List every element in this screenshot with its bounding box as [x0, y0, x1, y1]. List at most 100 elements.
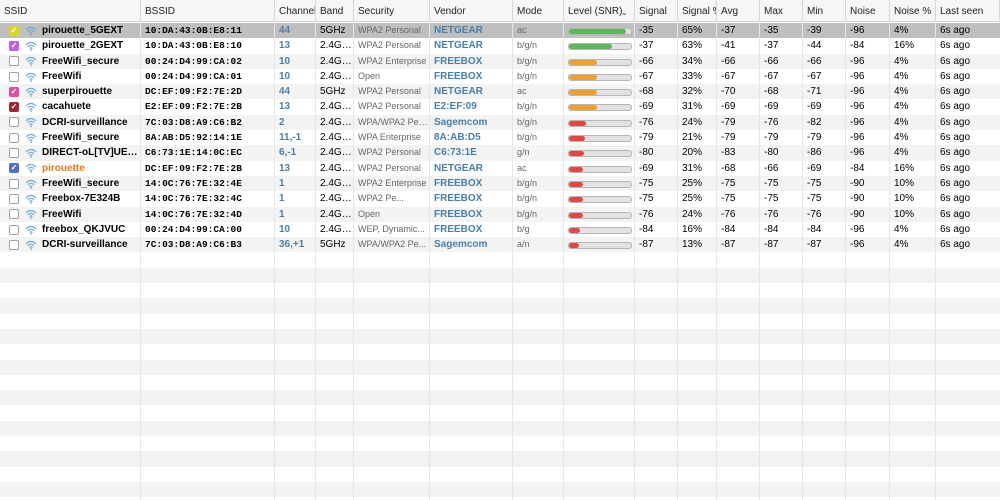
empty-row	[0, 420, 1000, 437]
table-row[interactable]: DIRECT-oL[TV]UE4... C6:73:1E:14:0C:EC 6,-1…	[0, 145, 1000, 161]
table-row[interactable]: ✓ pirouette_2GEXT 10:DA:43:0B:E8:10 13 2.4GH…	[0, 38, 1000, 54]
column-header-last-seen[interactable]: Last seen	[936, 0, 1000, 22]
column-header-vendor[interactable]: Vendor	[430, 0, 513, 22]
row-checkbox[interactable]	[9, 148, 19, 159]
noise-pct-cell: 10%	[894, 177, 915, 189]
column-header-signal[interactable]: Signal	[635, 0, 678, 22]
ssid-cell: ✓ superpirouette	[0, 84, 141, 99]
security-cell: WPA2 Personal	[358, 86, 421, 97]
bssid-cell: 8A:AB:D5:92:14:1E	[145, 132, 242, 144]
table-row[interactable]: ✓ pirouette_5GEXT 10:DA:43:0B:E8:11 44 5GHz W…	[0, 23, 1000, 39]
table-row[interactable]: DCRI-surveillance 7C:03:D8:A9:C6:B2 2 2.4GH…	[0, 114, 1000, 131]
max-cell: -75	[764, 193, 779, 205]
wifi-icon	[25, 194, 37, 204]
row-checkbox[interactable]: ✓	[9, 86, 19, 97]
column-divider[interactable]	[563, 22, 564, 500]
column-header-band[interactable]: Band	[316, 0, 354, 22]
column-divider[interactable]	[845, 22, 846, 500]
min-cell: -75	[807, 193, 822, 205]
column-header-ssid[interactable]: SSID	[0, 0, 141, 22]
row-checkbox[interactable]	[9, 224, 19, 235]
avg-cell: -87	[721, 239, 736, 251]
column-divider[interactable]	[677, 22, 678, 500]
bssid-cell: 7C:03:D8:A9:C6:B3	[145, 239, 242, 251]
last-seen-cell: 6s ago	[940, 70, 971, 82]
column-header-min[interactable]: Min	[803, 0, 846, 22]
security-cell: WPA2 Personal	[358, 25, 421, 35]
table-row[interactable]: ✓ superpirouette DC:EF:09:F2:7E:2D 44 5GHz WP…	[0, 84, 1000, 100]
row-checkbox[interactable]	[9, 56, 19, 67]
column-header-label: Noise	[850, 6, 876, 17]
column-divider[interactable]	[353, 22, 354, 500]
column-header-avg[interactable]: Avg	[717, 0, 760, 22]
column-divider[interactable]	[274, 22, 275, 500]
column-header-signal-pct[interactable]: Signal %	[678, 0, 717, 22]
security-cell: WPA/WPA2 Personal	[358, 116, 429, 127]
table-row[interactable]: FreeWifi_secure 14:0C:76:7E:32:4E 1 2.4GHz W…	[0, 175, 1000, 192]
last-seen-cell: 6s ago	[940, 177, 971, 189]
table-body: ✓ pirouette_5GEXT 10:DA:43:0B:E8:11 44 5GHz W…	[0, 23, 1000, 498]
ssid-label: pirouette_2GEXT	[42, 40, 124, 52]
table-row[interactable]: DCRI-surveillance 7C:03:D8:A9:C6:B3 36,+1 5…	[0, 237, 1000, 253]
channel-cell: 6,-1	[279, 147, 297, 159]
table-row[interactable]: Freebox-7E324B 14:0C:76:7E:32:4C 1 2.4GHz WP…	[0, 191, 1000, 207]
row-checkbox[interactable]: ✓	[9, 40, 19, 51]
row-checkbox[interactable]: ✓	[9, 25, 19, 36]
column-header-mode[interactable]: Mode	[513, 0, 564, 22]
wifi-icon	[25, 225, 37, 235]
noise-cell: -96	[850, 132, 865, 144]
signal-pct-cell: 21%	[682, 132, 703, 144]
avg-cell: -84	[721, 223, 736, 235]
max-cell: -67	[764, 70, 779, 82]
row-checkbox[interactable]	[9, 117, 19, 128]
row-checkbox[interactable]	[9, 209, 19, 220]
table-row[interactable]: ✓ pirouette DC:EF:09:F2:7E:2B 13 2.4GHz WPA2 …	[0, 160, 1000, 176]
security-cell: WEP, Dynamic...	[358, 223, 425, 234]
table-row[interactable]: freebox_QKJVUC 00:24:D4:99:CA:00 10 2.4GHz W…	[0, 221, 1000, 238]
min-cell: -69	[807, 101, 822, 113]
table-row[interactable]: FreeWifi_secure 00:24:D4:99:CA:02 10 2.4GHz…	[0, 53, 1000, 69]
column-divider[interactable]	[140, 22, 141, 500]
column-divider[interactable]	[634, 22, 635, 500]
column-divider[interactable]	[716, 22, 717, 500]
table-row[interactable]: ✓ cacahuete E2:EF:09:F2:7E:2B 13 2.4GHz WPA2 …	[0, 99, 1000, 115]
row-checkbox[interactable]	[9, 239, 19, 250]
level-snr-cell	[564, 176, 635, 191]
level-snr-cell	[564, 69, 635, 84]
avg-cell: -67	[721, 70, 736, 82]
table-row[interactable]: FreeWifi_secure 8A:AB:D5:92:14:1E 11,-1 2.4…	[0, 130, 1000, 146]
column-header-noise-pct[interactable]: Noise %	[890, 0, 936, 22]
column-divider[interactable]	[935, 22, 936, 500]
table-row[interactable]: FreeWifi 00:24:D4:99:CA:01 10 2.4GHz Open FRE…	[0, 68, 1000, 85]
row-checkbox[interactable]	[9, 178, 19, 189]
row-checkbox[interactable]	[9, 132, 19, 143]
column-divider[interactable]	[802, 22, 803, 500]
signal-level-bar	[568, 73, 632, 81]
signal-level-bar	[568, 196, 632, 204]
chevron-down-icon[interactable]: ⌄	[620, 7, 628, 17]
column-divider[interactable]	[315, 22, 316, 500]
row-checkbox[interactable]: ✓	[9, 102, 19, 113]
column-divider[interactable]	[429, 22, 430, 500]
table-row[interactable]: FreeWifi 14:0C:76:7E:32:4D 1 2.4GHz Open FREE…	[0, 206, 1000, 222]
mode-cell: b/g/n	[517, 70, 538, 81]
max-cell: -76	[764, 208, 779, 220]
column-header-bssid[interactable]: BSSID	[141, 0, 275, 22]
vendor-cell: Sagemcom	[434, 116, 488, 128]
column-divider[interactable]	[889, 22, 890, 500]
row-checkbox[interactable]: ✓	[9, 163, 19, 174]
column-header-noise[interactable]: Noise	[846, 0, 890, 22]
column-divider[interactable]	[759, 22, 760, 500]
column-header-level[interactable]: Level (SNR) ⌄	[564, 0, 635, 22]
last-seen-cell: 6s ago	[940, 55, 971, 67]
column-divider[interactable]	[512, 22, 513, 500]
column-header-max[interactable]: Max	[760, 0, 803, 22]
signal-pct-cell: 32%	[682, 86, 703, 98]
column-header-security[interactable]: Security	[354, 0, 430, 22]
avg-cell: -66	[721, 55, 736, 67]
row-checkbox[interactable]	[9, 71, 19, 82]
column-header-channel[interactable]: Channel	[275, 0, 316, 22]
row-checkbox[interactable]	[9, 193, 19, 204]
noise-cell: -96	[850, 223, 865, 235]
